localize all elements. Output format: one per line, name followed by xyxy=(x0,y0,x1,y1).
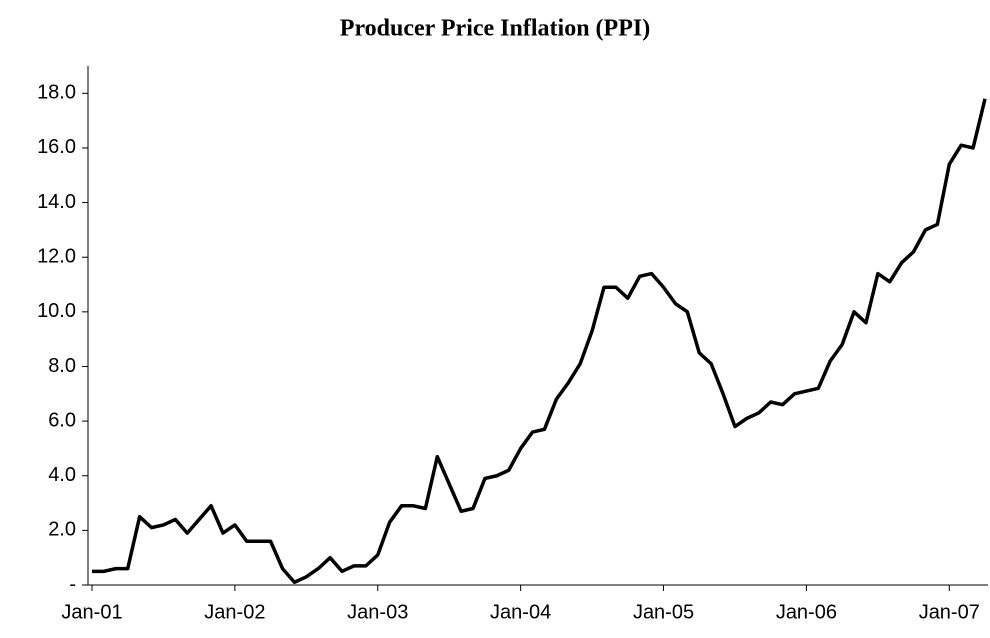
y-tick-label: 6.0 xyxy=(48,409,76,431)
y-tick-label: 12.0 xyxy=(37,245,76,267)
y-tick-label: 4.0 xyxy=(48,464,76,486)
x-tick-label: Jan-07 xyxy=(919,601,980,623)
x-tick-label: Jan-05 xyxy=(633,601,694,623)
y-tick-label: - xyxy=(69,573,76,595)
x-tick-label: Jan-01 xyxy=(61,601,122,623)
x-tick-label: Jan-03 xyxy=(347,601,408,623)
y-tick-label: 14.0 xyxy=(37,191,76,213)
y-tick-label: 18.0 xyxy=(37,82,76,104)
y-tick-label: 2.0 xyxy=(48,519,76,541)
y-tick-label: 8.0 xyxy=(48,355,76,377)
y-tick-label: 16.0 xyxy=(37,136,76,158)
x-tick-label: Jan-06 xyxy=(776,601,837,623)
x-tick-label: Jan-04 xyxy=(490,601,551,623)
y-tick-label: 10.0 xyxy=(37,300,76,322)
chart-title: Producer Price Inflation (PPI) xyxy=(340,16,650,42)
x-tick-label: Jan-02 xyxy=(204,601,265,623)
series-line xyxy=(92,98,987,585)
